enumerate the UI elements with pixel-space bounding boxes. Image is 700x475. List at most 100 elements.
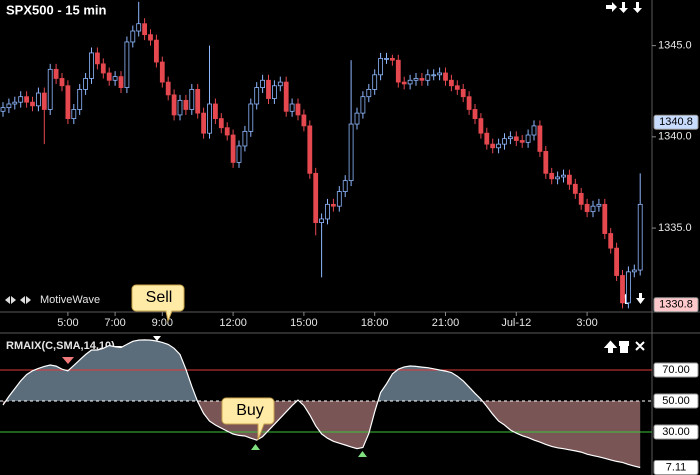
candle-body bbox=[378, 57, 384, 76]
candle-body bbox=[130, 30, 136, 43]
candle-body bbox=[212, 103, 218, 119]
candle-body bbox=[18, 96, 24, 103]
candle-body bbox=[330, 203, 336, 207]
candle-body bbox=[112, 76, 118, 81]
candle-body bbox=[106, 72, 112, 81]
x-tick-label: 5:00 bbox=[57, 317, 78, 329]
candle-body bbox=[0, 107, 6, 112]
candle-body bbox=[354, 112, 360, 125]
candle-body bbox=[572, 183, 578, 194]
candle-body bbox=[584, 203, 590, 213]
candle-body bbox=[626, 271, 631, 304]
candle-body bbox=[289, 103, 295, 112]
candle-body bbox=[189, 89, 195, 110]
candle-body bbox=[502, 138, 507, 145]
candle-body bbox=[283, 81, 289, 112]
x-tick-label: 9:00 bbox=[152, 317, 173, 329]
area-below bbox=[3, 401, 641, 468]
candle-body bbox=[360, 96, 366, 114]
candle-body bbox=[41, 92, 47, 110]
candle-body bbox=[177, 99, 183, 116]
candle-body bbox=[266, 79, 271, 99]
x-tick-label: 7:00 bbox=[104, 317, 125, 329]
candle-body bbox=[83, 78, 88, 90]
candle-body bbox=[6, 103, 12, 109]
candle-body bbox=[242, 130, 248, 147]
candle-body bbox=[620, 275, 625, 304]
candle-body bbox=[159, 61, 165, 83]
candle-body bbox=[165, 81, 171, 96]
candle-body bbox=[65, 85, 71, 119]
candle-body bbox=[248, 103, 254, 132]
candle-body bbox=[342, 180, 348, 192]
candle-body bbox=[271, 85, 277, 99]
candle-body bbox=[71, 109, 77, 119]
candle-body bbox=[171, 94, 177, 116]
candle-body bbox=[254, 87, 260, 105]
candle-body bbox=[490, 143, 496, 149]
area-above bbox=[3, 339, 641, 401]
candle-body bbox=[325, 203, 330, 220]
candle-body bbox=[567, 174, 572, 185]
candle-body bbox=[537, 125, 543, 152]
candle-body bbox=[277, 81, 283, 87]
candle-body bbox=[313, 172, 319, 223]
candle-body bbox=[596, 203, 602, 207]
indicator-title: RMAIX(C,SMA,14,10) bbox=[6, 340, 115, 352]
candle-body bbox=[59, 78, 65, 87]
candle-body bbox=[478, 118, 484, 134]
candle-body bbox=[472, 109, 478, 119]
candle-body bbox=[395, 59, 401, 83]
candle-body bbox=[413, 78, 419, 81]
x-tick-label: Jul-12 bbox=[501, 317, 531, 329]
candle-body bbox=[336, 191, 342, 207]
candle-body bbox=[384, 57, 389, 60]
candle-body bbox=[578, 193, 584, 205]
y-tick-label: 70.00 bbox=[662, 364, 690, 376]
candle-body bbox=[142, 23, 148, 36]
candle-body bbox=[460, 89, 466, 98]
candle-body bbox=[30, 101, 35, 107]
candle-body bbox=[543, 151, 549, 174]
candle-body bbox=[561, 174, 566, 178]
candle-body bbox=[484, 132, 490, 145]
candle-body bbox=[183, 99, 189, 110]
y-tick-label: 1335.0 bbox=[658, 222, 692, 234]
candle-body bbox=[230, 134, 236, 163]
x-tick-label: 12:00 bbox=[219, 317, 247, 329]
candle-body bbox=[448, 79, 454, 87]
candle-body bbox=[218, 118, 224, 129]
candle-body bbox=[631, 269, 637, 273]
candle-body bbox=[207, 103, 212, 134]
candle-body bbox=[53, 68, 59, 79]
x-tick-label: 21:00 bbox=[432, 317, 460, 329]
y-tick-box bbox=[653, 393, 699, 409]
candle-body bbox=[437, 72, 443, 76]
candle-body bbox=[419, 78, 425, 81]
candle-body bbox=[602, 203, 608, 234]
candle-body bbox=[519, 140, 525, 143]
y-tick-label: 30.00 bbox=[662, 426, 690, 438]
candle-body bbox=[348, 123, 354, 182]
candle-body bbox=[496, 143, 502, 149]
candle-body bbox=[100, 63, 106, 74]
rmi-line bbox=[2, 339, 641, 469]
callouts: Sell Buy bbox=[131, 284, 275, 441]
candle-body bbox=[201, 112, 207, 134]
candle-body bbox=[466, 96, 472, 110]
last-value-label: 7.11 bbox=[666, 461, 687, 473]
candle-body bbox=[224, 127, 230, 136]
candle-body bbox=[525, 134, 531, 143]
candle-body bbox=[372, 74, 378, 90]
candle-body bbox=[319, 218, 325, 223]
candle-body bbox=[531, 125, 537, 136]
last-value-box bbox=[653, 459, 699, 475]
candle-body bbox=[12, 101, 18, 105]
price-marker-label: 1330.8 bbox=[659, 299, 693, 311]
candle-body bbox=[77, 89, 83, 110]
candle-body bbox=[260, 79, 266, 88]
candle-body bbox=[614, 247, 619, 276]
candle-body bbox=[118, 76, 124, 88]
